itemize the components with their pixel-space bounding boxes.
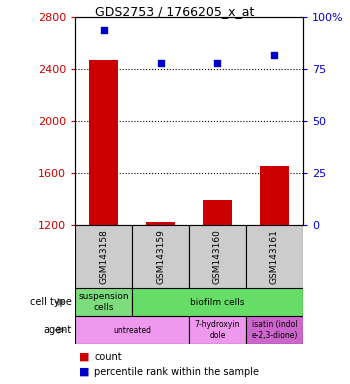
Text: isatin (indol
e-2,3-dione): isatin (indol e-2,3-dione) xyxy=(251,320,298,340)
Bar xyxy=(132,225,189,288)
Text: percentile rank within the sample: percentile rank within the sample xyxy=(94,367,259,377)
Point xyxy=(272,51,277,58)
Text: suspension
cells: suspension cells xyxy=(78,292,129,312)
Bar xyxy=(75,316,189,344)
Bar xyxy=(75,288,132,316)
Text: cell type: cell type xyxy=(30,297,72,307)
Bar xyxy=(75,225,132,288)
Bar xyxy=(90,60,118,225)
Text: untreated: untreated xyxy=(113,326,151,334)
Text: GSM143161: GSM143161 xyxy=(270,229,279,284)
Text: ■: ■ xyxy=(79,367,89,377)
Bar xyxy=(246,225,303,288)
Text: GSM143159: GSM143159 xyxy=(156,229,165,284)
Bar xyxy=(260,166,288,225)
Point xyxy=(158,60,163,66)
Bar xyxy=(246,316,303,344)
Text: 7-hydroxyin
dole: 7-hydroxyin dole xyxy=(195,320,240,340)
Bar xyxy=(189,225,246,288)
Bar xyxy=(189,316,246,344)
Text: GSM143160: GSM143160 xyxy=(213,229,222,284)
Point xyxy=(101,26,106,33)
Text: GDS2753 / 1766205_x_at: GDS2753 / 1766205_x_at xyxy=(95,5,255,18)
Text: biofilm cells: biofilm cells xyxy=(190,298,245,306)
Text: agent: agent xyxy=(43,325,72,335)
Bar xyxy=(132,288,303,316)
Bar xyxy=(203,200,232,225)
Text: ■: ■ xyxy=(79,352,89,362)
Bar xyxy=(146,222,175,225)
Point xyxy=(215,60,220,66)
Text: count: count xyxy=(94,352,122,362)
Text: GSM143158: GSM143158 xyxy=(99,229,108,284)
